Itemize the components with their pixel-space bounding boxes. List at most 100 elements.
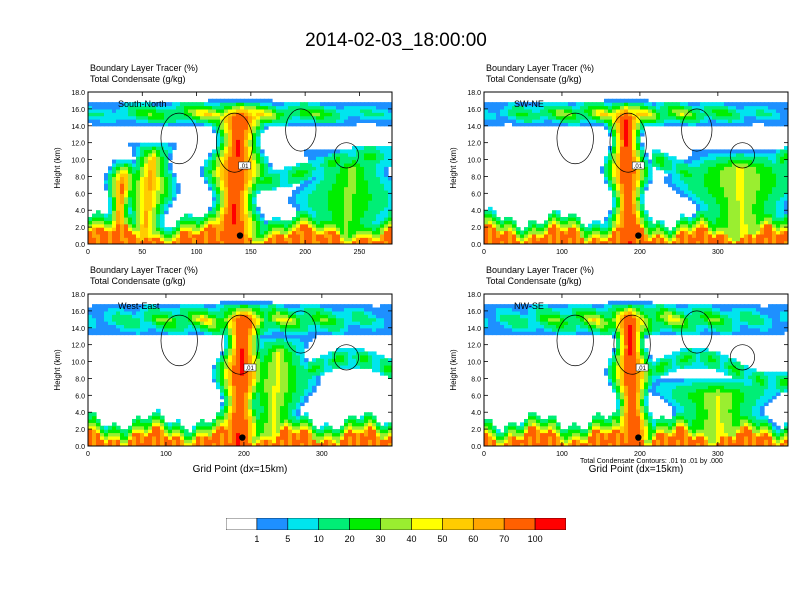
colorbar-label: 30 [375, 534, 386, 544]
colorbar-label: 1 [254, 534, 260, 544]
y-tick-label: 12.0 [467, 141, 481, 148]
y-tick-label: 0.0 [75, 444, 85, 451]
colorbar-swatch [503, 518, 536, 530]
x-axis-label: Grid Point (dx=15km) [589, 464, 684, 475]
x-tick-label: 150 [245, 249, 257, 256]
condensate-contour [556, 314, 594, 367]
y-tick-label: 8.0 [75, 174, 85, 181]
panel-plot: .01 0.0 2.0 4.0 6.0 8.0 10.0 12.0 14.0 16.0 18.0 He… [53, 292, 393, 475]
condensate-contour [609, 112, 647, 173]
y-tick-label: 0.0 [471, 444, 481, 451]
location-marker [236, 232, 244, 239]
y-tick-label: 16.0 [467, 107, 481, 114]
y-tick-label: 2.0 [471, 225, 481, 232]
panel-west-east: Boundary Layer Tracer (%) Total Condensat… [0, 262, 400, 492]
x-tick-label: 300 [316, 451, 328, 458]
panel-subtitle: South-North [118, 99, 167, 109]
x-tick-label: 50 [138, 249, 146, 256]
plot-frame [483, 91, 789, 245]
y-tick-label: 14.0 [467, 124, 481, 131]
y-axis-label: Height (km) [53, 147, 62, 189]
panel-label-condensate: Total Condensate (g/kg) [90, 276, 186, 286]
y-tick-label: 10.0 [467, 158, 481, 165]
y-axis-label: Height (km) [449, 147, 458, 189]
y-axis-label: Height (km) [53, 349, 62, 391]
condensate-contour [285, 310, 317, 354]
y-tick-label: 2.0 [471, 427, 481, 434]
y-tick-label: 18.0 [71, 292, 85, 299]
y-tick-label: 18.0 [71, 90, 85, 97]
contour-label: .01 [240, 164, 249, 170]
colorbar-swatch [442, 518, 474, 530]
colorbar-swatch [318, 518, 350, 530]
x-tick-label: 0 [482, 451, 486, 458]
y-tick-label: 16.0 [71, 309, 85, 316]
condensate-contour [221, 314, 259, 375]
x-tick-label: 200 [634, 451, 646, 458]
panel-label-tracer: Boundary Layer Tracer (%) [90, 265, 199, 275]
colorbar-label: 40 [406, 534, 417, 544]
y-axis-label: Height (km) [449, 349, 458, 391]
colorbar-label: 50 [437, 534, 448, 544]
location-marker [635, 232, 642, 239]
colorbar-label: 20 [344, 534, 355, 544]
panel-label-tracer: Boundary Layer Tracer (%) [486, 63, 595, 73]
plot-frame [87, 91, 393, 245]
x-tick-label: 0 [86, 249, 90, 256]
y-tick-label: 2.0 [75, 427, 85, 434]
x-tick-label: 200 [634, 249, 646, 256]
y-tick-label: 14.0 [71, 326, 85, 333]
x-tick-label: 200 [299, 249, 311, 256]
condensate-contour [333, 142, 359, 169]
y-tick-label: 8.0 [471, 376, 481, 383]
panel-subtitle: NW-SE [514, 301, 544, 311]
condensate-contour [160, 112, 198, 165]
x-tick-label: 0 [86, 451, 90, 458]
y-tick-label: 6.0 [471, 393, 481, 400]
colorbar-swatch [380, 518, 412, 530]
y-tick-label: 10.0 [467, 360, 481, 367]
colorbar-label: 5 [285, 534, 291, 544]
panel-subtitle: SW-NE [514, 99, 544, 109]
chart-title: 2014-02-03_18:00:00 [305, 30, 487, 51]
colorbar-label: 100 [527, 534, 543, 544]
plot-frame [483, 293, 789, 447]
contour-label: .01 [634, 164, 643, 170]
y-tick-label: 12.0 [71, 343, 85, 350]
contour-note: Total Condensate Contours: .01 to .01 by… [580, 458, 723, 465]
colorbar [226, 518, 566, 530]
condensate-contour [613, 314, 651, 375]
x-axis-label: Grid Point (dx=15km) [193, 464, 288, 475]
x-tick-label: 100 [191, 249, 203, 256]
colorbar-swatch [472, 518, 505, 530]
colorbar-swatch [226, 518, 258, 530]
condensate-contour [160, 314, 198, 367]
contour-label: .01 [246, 366, 255, 372]
y-tick-label: 18.0 [467, 90, 481, 97]
y-tick-label: 14.0 [71, 124, 85, 131]
x-tick-label: 100 [160, 451, 172, 458]
colorbar-label: 10 [313, 534, 324, 544]
contour-label: .01 [638, 366, 647, 372]
plot-frame [87, 293, 393, 447]
x-tick-label: 300 [712, 249, 724, 256]
colorbar-swatch [349, 518, 381, 530]
panel-plot: .01 0.0 2.0 4.0 6.0 8.0 10.0 12.0 14.0 16.0 18.0 He… [449, 90, 789, 256]
panel-label-tracer: Boundary Layer Tracer (%) [486, 265, 595, 275]
y-tick-label: 18.0 [467, 292, 481, 299]
location-marker [635, 434, 642, 441]
panel-plot: .01 0.0 2.0 4.0 6.0 8.0 10.0 12.0 14.0 16.0 18.0 He… [53, 90, 393, 256]
y-tick-label: 0.0 [471, 242, 481, 249]
x-tick-label: 100 [556, 249, 568, 256]
x-tick-label: 200 [238, 451, 250, 458]
panel-label-condensate: Total Condensate (g/kg) [486, 74, 582, 84]
panel-plot: .01 0.0 2.0 4.0 6.0 8.0 10.0 12.0 14.0 16.0 18.0 He… [449, 292, 789, 475]
panel-sw-ne: Boundary Layer Tracer (%) Total Condensat… [396, 60, 792, 270]
panel-subtitle: West-East [118, 301, 160, 311]
x-tick-label: 250 [354, 249, 366, 256]
y-tick-label: 16.0 [467, 309, 481, 316]
condensate-contour [729, 344, 755, 371]
y-tick-label: 4.0 [75, 410, 85, 417]
condensate-contour [333, 344, 359, 371]
y-tick-label: 16.0 [71, 107, 85, 114]
